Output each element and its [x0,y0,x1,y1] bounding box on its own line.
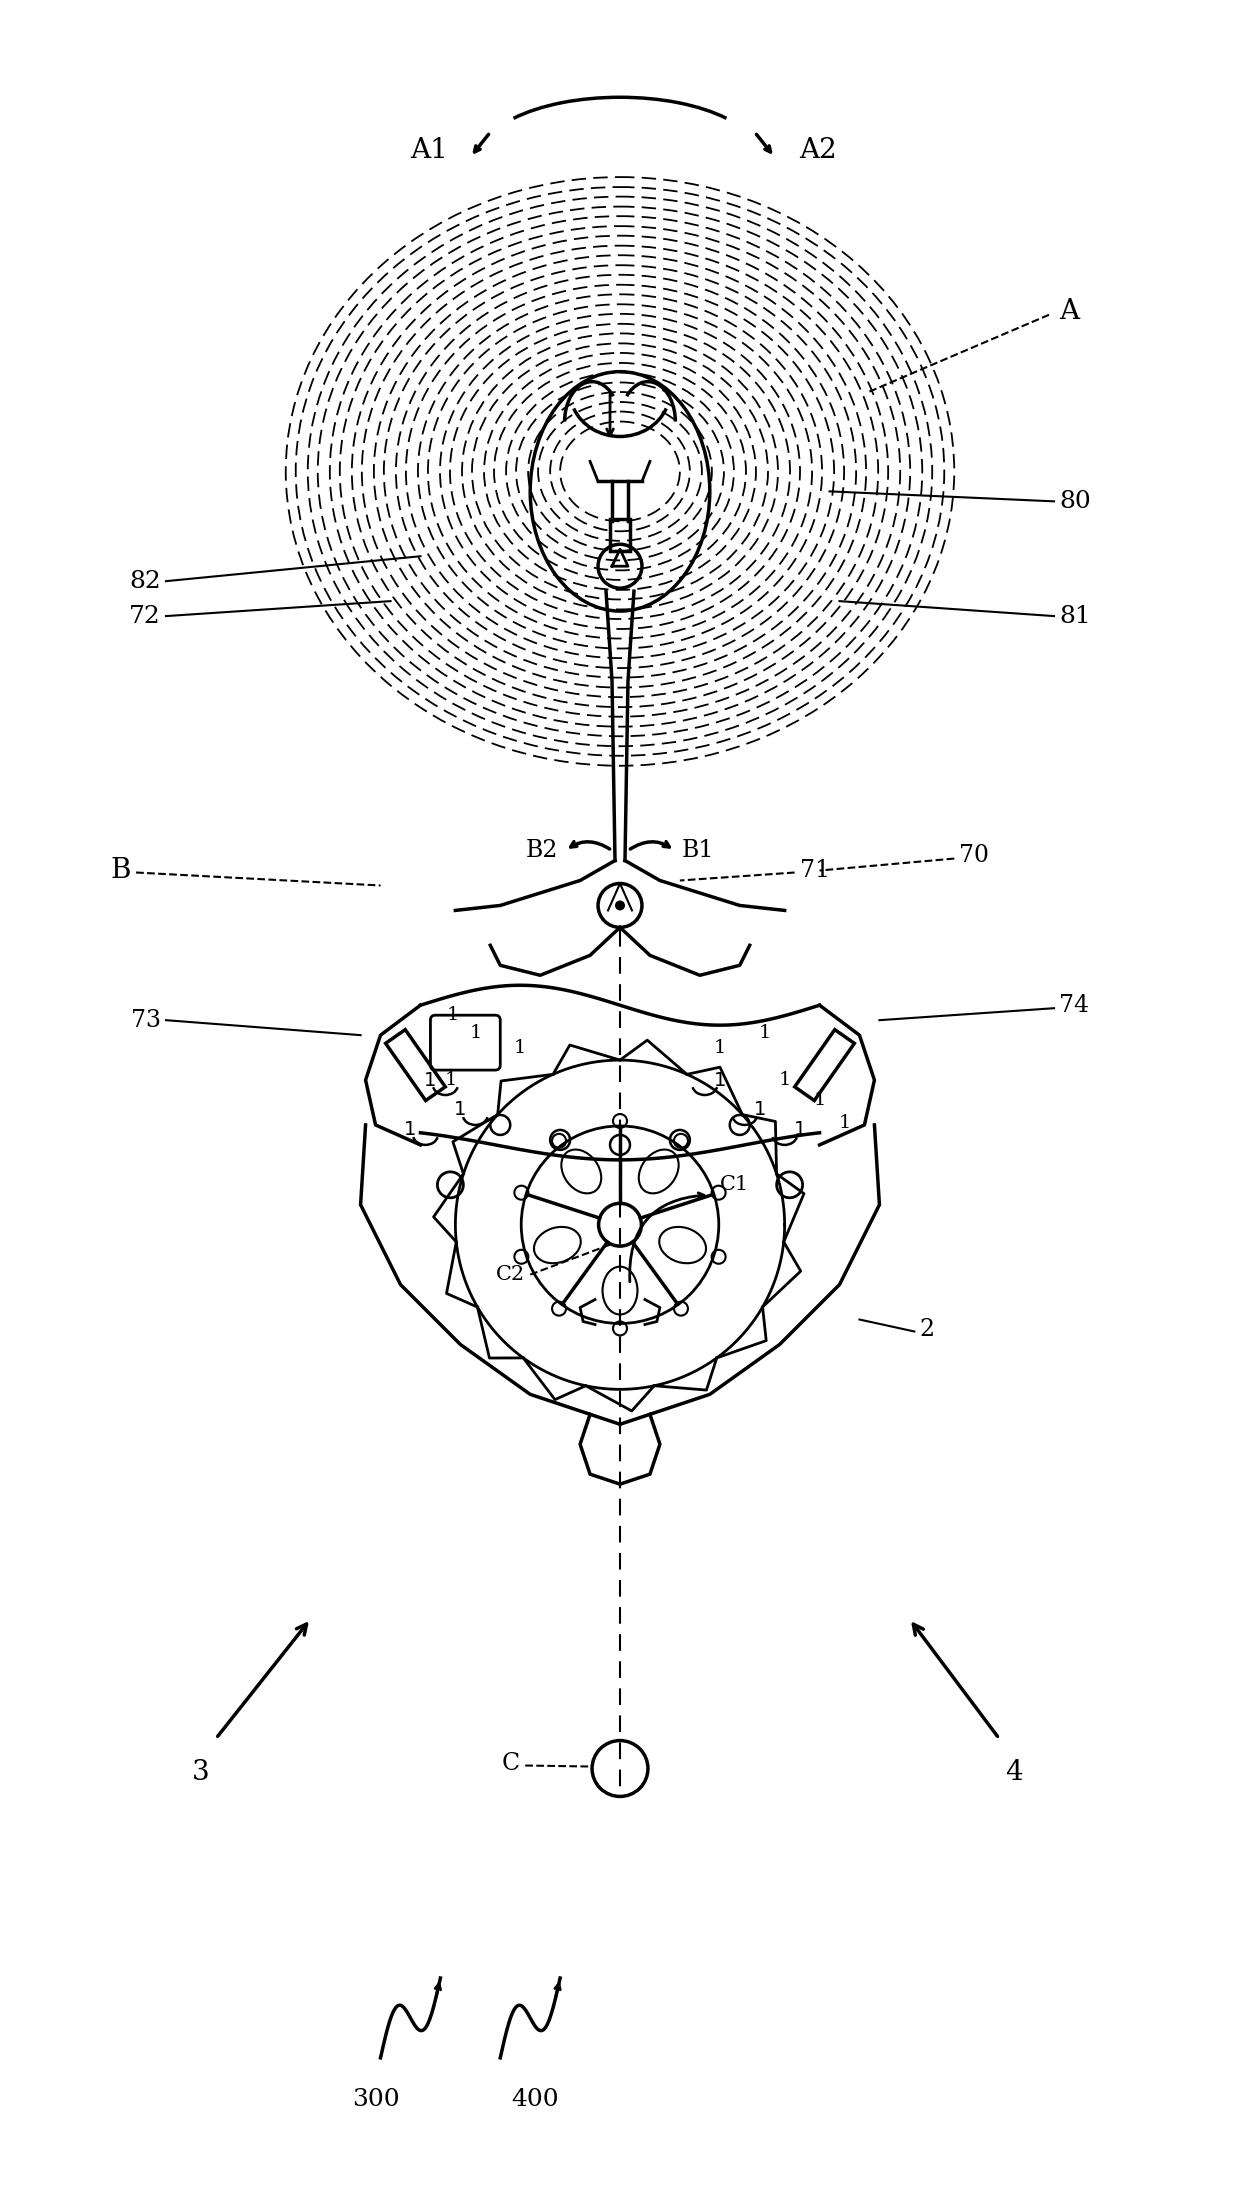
Bar [610,520,630,551]
Text: 1: 1 [713,1071,725,1090]
Text: 1: 1 [444,1071,456,1088]
Text: C: C [502,1751,521,1776]
Text: 1: 1 [759,1024,771,1042]
Text: 74: 74 [1059,994,1089,1018]
Text: 81: 81 [1059,604,1091,628]
Text: 80: 80 [1059,489,1091,513]
Bar [795,1029,854,1102]
Text: 300: 300 [352,2088,399,2110]
Text: 72: 72 [129,604,161,628]
Text: 1: 1 [446,1007,459,1024]
Text: C1: C1 [719,1176,749,1194]
Text: 82: 82 [129,571,161,593]
Text: 400: 400 [511,2088,559,2110]
Text: 3: 3 [192,1758,210,1784]
Text: B2: B2 [526,839,558,861]
Text: 1: 1 [713,1040,725,1057]
Text: 71: 71 [800,859,830,881]
Text: A2: A2 [800,137,837,163]
Text: 1: 1 [779,1071,791,1088]
Text: A: A [1059,297,1079,326]
Text: 1: 1 [424,1071,436,1090]
Text: 1: 1 [469,1024,481,1042]
Text: 1: 1 [515,1040,527,1057]
Text: 1: 1 [454,1102,466,1119]
Text: 2: 2 [919,1317,935,1342]
Text: C2: C2 [496,1265,526,1284]
Text: B1: B1 [682,839,714,861]
Text: 73: 73 [131,1009,161,1031]
Text: 1: 1 [404,1121,417,1139]
Text: A1: A1 [410,137,449,163]
Text: 1: 1 [754,1102,766,1119]
Text: B: B [110,857,131,883]
Text: 1: 1 [838,1115,851,1132]
Text: 1: 1 [813,1090,826,1108]
Text: 4: 4 [1006,1758,1023,1784]
Bar [386,1029,445,1102]
Text: 70: 70 [960,844,990,868]
Text: 1: 1 [794,1121,806,1139]
Circle shape [615,901,625,910]
